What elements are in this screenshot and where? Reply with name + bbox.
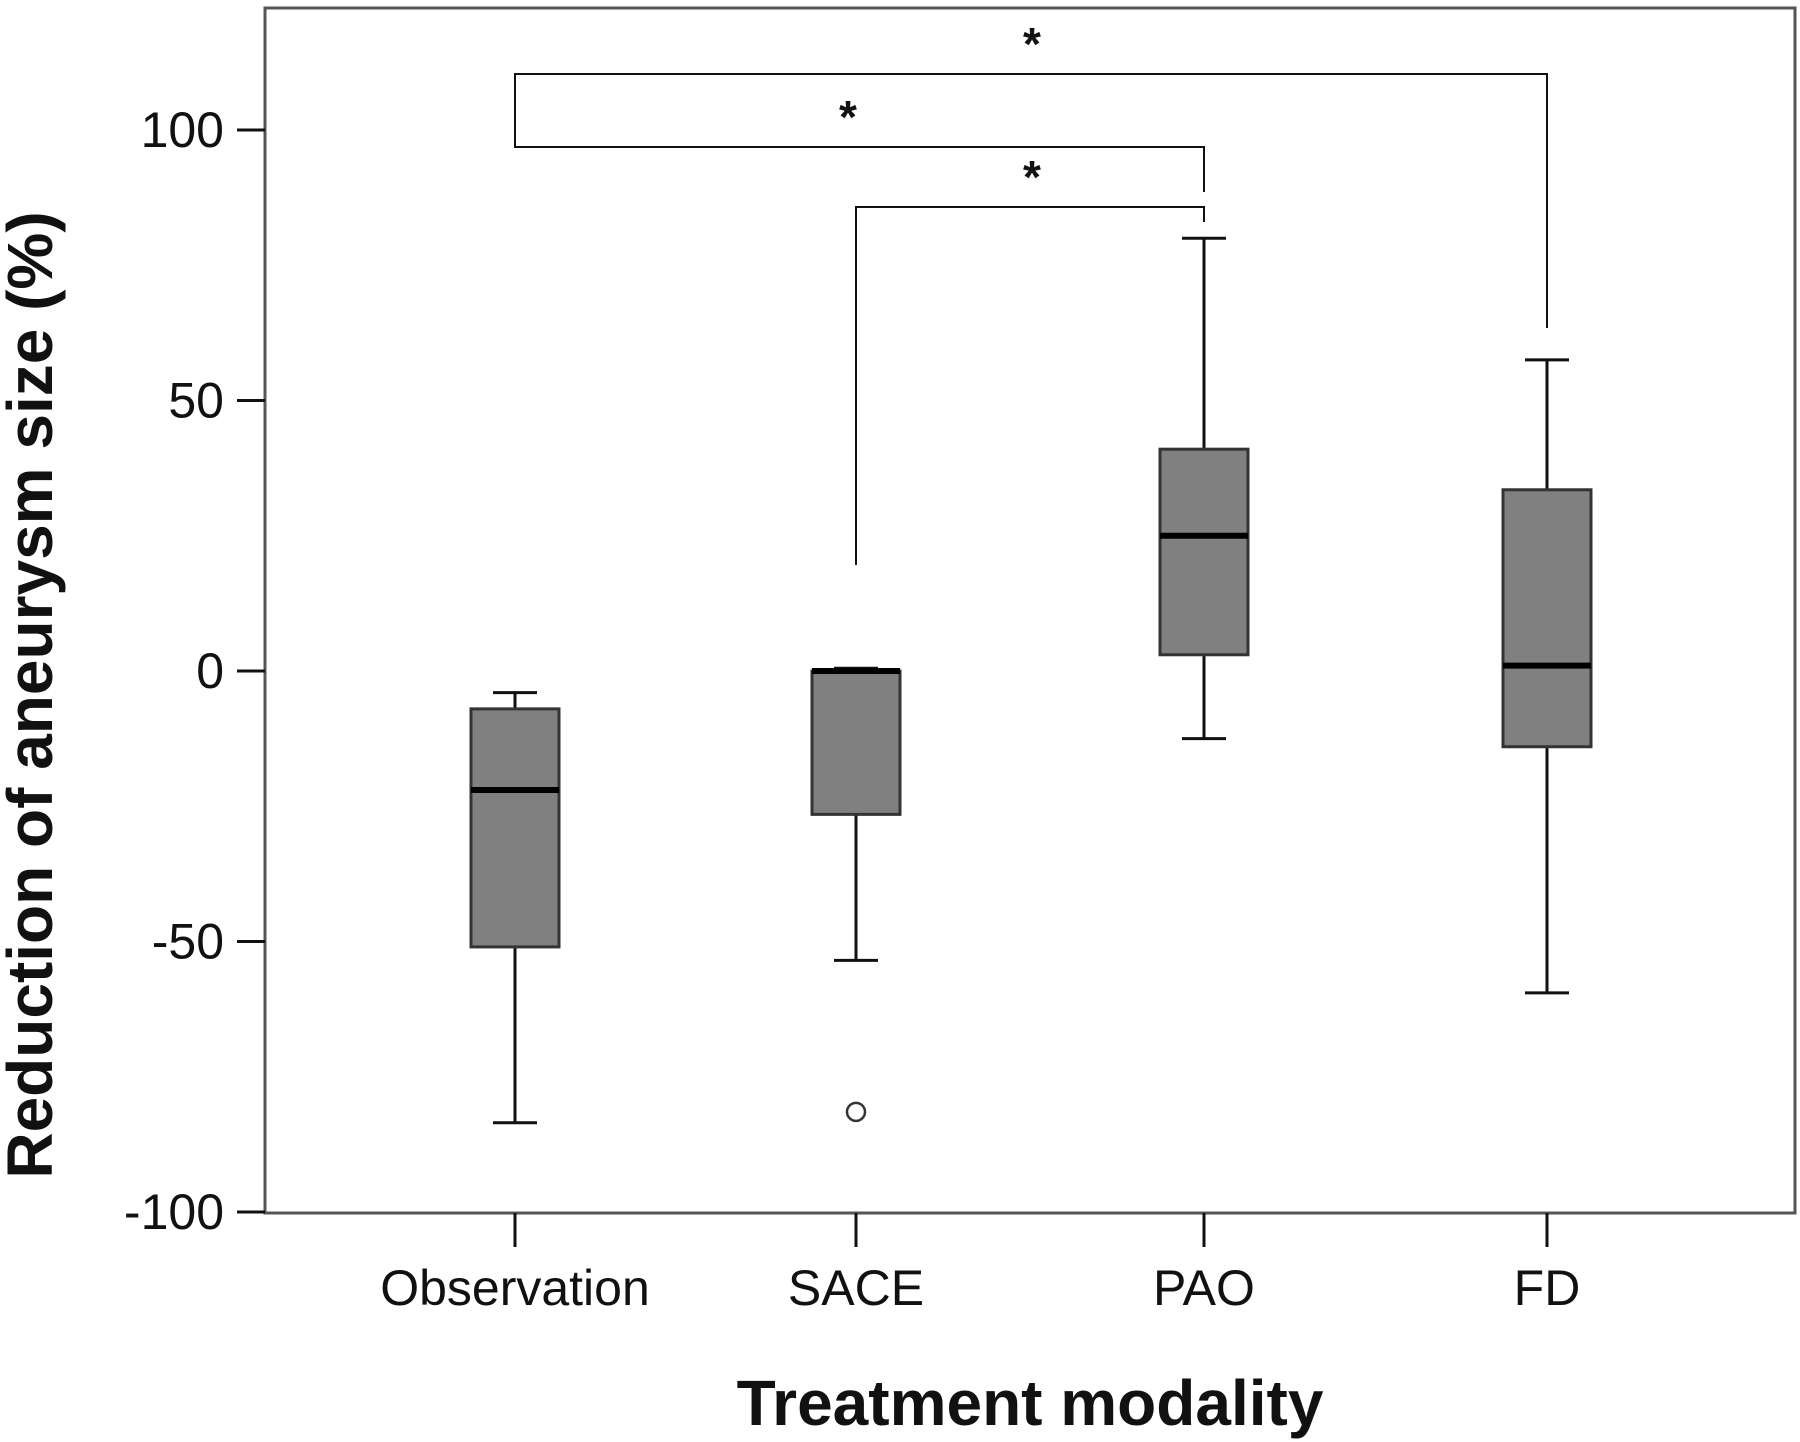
y-tick-label: -50 xyxy=(152,914,224,970)
y-tick-label: 0 xyxy=(196,643,224,699)
x-tick-label: PAO xyxy=(1153,1260,1255,1316)
boxplot-fd xyxy=(1501,358,1593,995)
significance-star: * xyxy=(1023,151,1041,203)
y-axis-title: Reduction of aneurysm size (%) xyxy=(0,211,66,1178)
significance-star: * xyxy=(1023,18,1041,70)
y-tick-label: -100 xyxy=(124,1184,224,1240)
x-axis: Observation SACE PAO FD xyxy=(380,1213,1580,1316)
y-tick-label: 50 xyxy=(168,373,224,429)
x-tick-label: Observation xyxy=(380,1260,650,1316)
x-tick-label: SACE xyxy=(788,1260,924,1316)
x-tick-label: FD xyxy=(1514,1260,1581,1316)
boxplots xyxy=(469,236,1593,1125)
y-tick-label: 100 xyxy=(141,102,224,158)
significance-brackets: * * * xyxy=(514,18,1548,565)
outlier-point xyxy=(845,1101,867,1123)
boxplot-sace xyxy=(810,666,902,1123)
box-iqr xyxy=(1501,488,1593,749)
significance-bracket xyxy=(855,206,1205,565)
box-iqr xyxy=(810,669,902,816)
boxplot-observation xyxy=(469,691,561,1125)
y-axis: 100 50 0 -50 -100 xyxy=(124,102,265,1240)
x-axis-title: Treatment modality xyxy=(737,1367,1324,1439)
significance-star: * xyxy=(839,91,857,143)
plot-frame xyxy=(263,6,1797,1215)
boxplot-pao xyxy=(1158,236,1250,741)
significance-bracket xyxy=(514,73,1548,328)
box-iqr xyxy=(1158,447,1250,657)
box-iqr xyxy=(469,707,561,949)
significance-bracket xyxy=(514,115,1205,192)
